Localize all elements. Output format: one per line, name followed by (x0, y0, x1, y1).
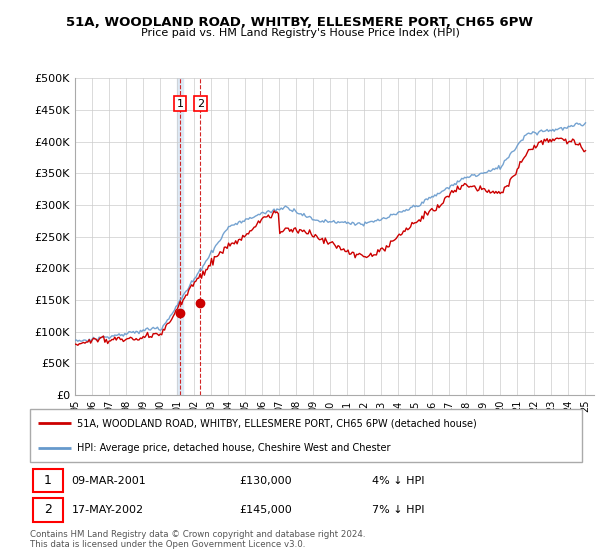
Bar (33, 469, 63, 492)
Bar (178, 78, 182, 395)
Text: This data is licensed under the Open Government Licence v3.0.: This data is licensed under the Open Gov… (30, 540, 305, 549)
Text: 2: 2 (44, 503, 52, 516)
Text: Price paid vs. HM Land Registry's House Price Index (HPI): Price paid vs. HM Land Registry's House … (140, 28, 460, 38)
Text: Contains HM Land Registry data © Crown copyright and database right 2024.: Contains HM Land Registry data © Crown c… (30, 530, 365, 539)
Text: HPI: Average price, detached house, Cheshire West and Chester: HPI: Average price, detached house, Ches… (77, 442, 391, 452)
Text: £145,000: £145,000 (240, 505, 293, 515)
Text: 17-MAY-2002: 17-MAY-2002 (71, 505, 143, 515)
Text: 51A, WOODLAND ROAD, WHITBY, ELLESMERE PORT, CH65 6PW (detached house): 51A, WOODLAND ROAD, WHITBY, ELLESMERE PO… (77, 418, 476, 428)
Text: 1: 1 (176, 99, 184, 109)
Text: 09-MAR-2001: 09-MAR-2001 (71, 475, 146, 486)
Text: 51A, WOODLAND ROAD, WHITBY, ELLESMERE PORT, CH65 6PW: 51A, WOODLAND ROAD, WHITBY, ELLESMERE PO… (67, 16, 533, 29)
Text: 7% ↓ HPI: 7% ↓ HPI (372, 505, 425, 515)
Text: 2: 2 (197, 99, 204, 109)
Text: £130,000: £130,000 (240, 475, 292, 486)
Text: 1: 1 (44, 474, 52, 487)
Bar (33, 498, 63, 522)
Text: 4% ↓ HPI: 4% ↓ HPI (372, 475, 425, 486)
